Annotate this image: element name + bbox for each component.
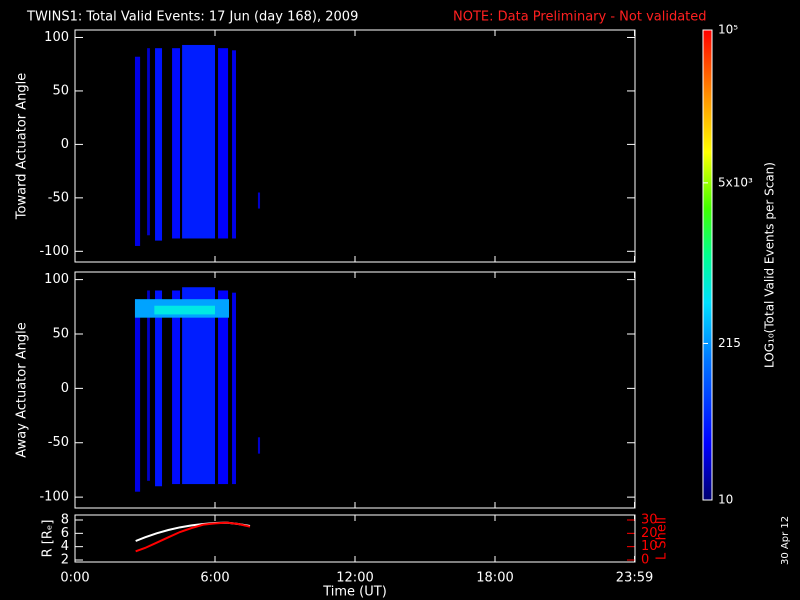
heatmap-stripe <box>154 305 215 315</box>
heatmap-stripe <box>182 287 215 485</box>
y2-tick-label: 30 <box>641 513 658 528</box>
y-tick-label: -50 <box>48 435 69 450</box>
y-tick-label: 2 <box>61 553 69 568</box>
heatmap-stripe <box>172 48 180 239</box>
colorbar-tick-label: 10⁵ <box>718 23 738 37</box>
colorbar-tick-label: 10 <box>718 493 733 507</box>
heatmap-stripe <box>257 192 261 209</box>
plot-frame <box>74 271 636 509</box>
y-tick-label: 8 <box>61 513 69 528</box>
y-tick-label: 0 <box>61 137 69 152</box>
x-tick-label: 6:00 <box>200 571 229 586</box>
heatmap-stripe <box>147 290 150 481</box>
colorbar-tick-label: 5x10³ <box>718 175 753 189</box>
heatmap-stripe <box>155 48 163 241</box>
y-tick-label: 100 <box>44 30 69 45</box>
x-tick-label: 0:00 <box>60 571 89 586</box>
colorbar-label: LOG₁₀(Total Valid Events per Scan) <box>763 162 777 368</box>
x-tick-label: 18:00 <box>476 571 513 586</box>
y-axis-label: R [Rₑ] <box>41 520 56 558</box>
x-axis-label: Time (UT) <box>322 585 387 600</box>
heatmap-stripe <box>257 437 261 454</box>
heatmap-stripe <box>232 292 236 485</box>
y2-tick-label: 20 <box>641 526 658 541</box>
y2-tick-label: 0 <box>641 553 649 568</box>
y-tick-label: 0 <box>61 381 69 396</box>
heatmap-stripe <box>218 290 229 485</box>
y-tick-label: -50 <box>48 190 69 205</box>
y2-axis-label: L Shell <box>655 517 670 560</box>
heatmap-stripe <box>155 290 163 487</box>
note: NOTE: Data Preliminary - Not validated <box>453 10 707 25</box>
colorbar-tick-label: 215 <box>718 336 741 350</box>
heatmap-stripe <box>218 48 229 239</box>
heatmap-stripe <box>172 290 180 485</box>
y-axis-label: Away Actuator Angle <box>15 322 30 457</box>
heatmap-stripe <box>147 48 150 236</box>
y-tick-label: -100 <box>39 490 69 505</box>
colorbar <box>702 29 713 501</box>
y2-tick-label: 10 <box>641 539 658 554</box>
title: TWINS1: Total Valid Events: 17 Jun (day … <box>26 10 358 25</box>
plot-frame <box>74 29 636 263</box>
x-tick-label: 23:59 <box>616 571 653 586</box>
date-stamp: 30 Apr 12 <box>780 516 791 565</box>
heatmap-stripe <box>134 56 141 246</box>
y-tick-label: 4 <box>61 539 69 554</box>
y-tick-label: 6 <box>61 526 69 541</box>
line-series <box>135 521 251 553</box>
y-tick-label: 100 <box>44 272 69 287</box>
y-tick-label: -100 <box>39 244 69 259</box>
heatmap-stripe <box>232 50 236 239</box>
x-tick-label: 12:00 <box>336 571 373 586</box>
line-series <box>135 521 251 542</box>
y-axis-label: Toward Actuator Angle <box>15 73 30 220</box>
plot-frame <box>74 514 636 563</box>
y-tick-label: 50 <box>52 326 69 341</box>
heatmap-stripe <box>134 299 141 492</box>
y-tick-label: 50 <box>52 83 69 98</box>
heatmap-stripe <box>182 44 215 239</box>
